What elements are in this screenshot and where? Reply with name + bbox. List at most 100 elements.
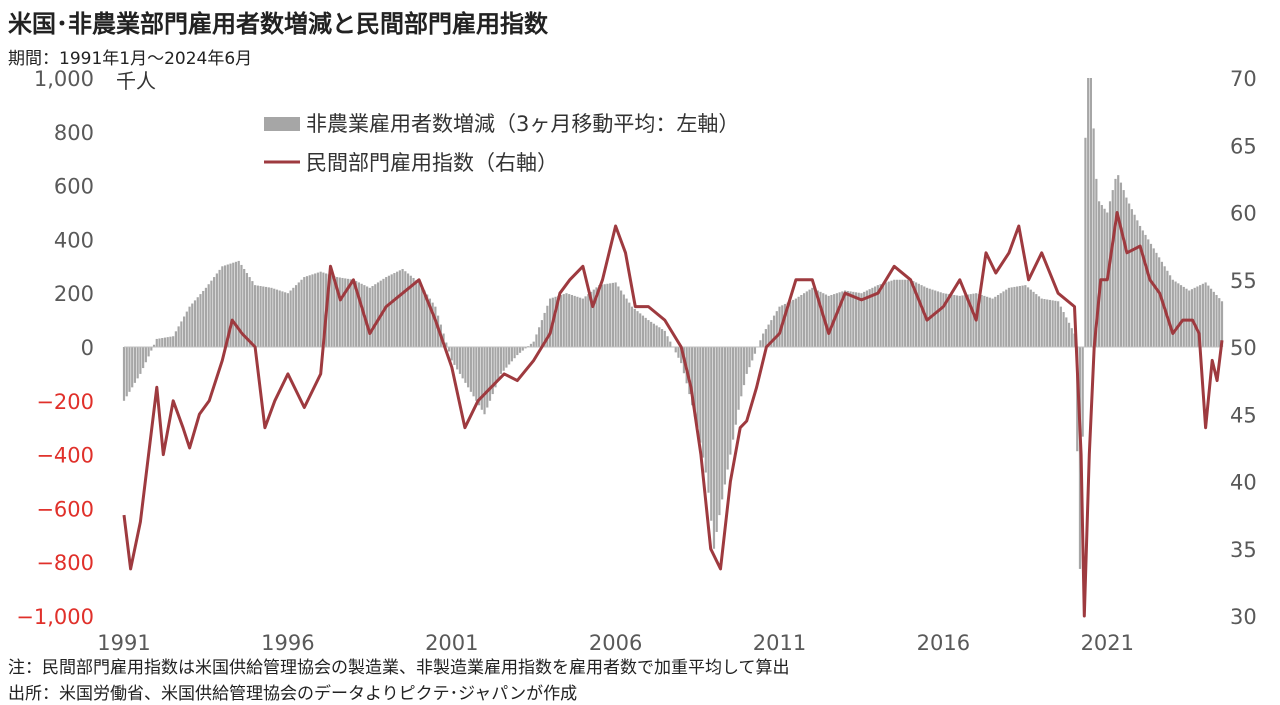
bar bbox=[901, 279, 904, 347]
bar bbox=[1018, 286, 1021, 347]
bar bbox=[906, 279, 909, 347]
bar bbox=[794, 298, 798, 347]
bar bbox=[912, 281, 915, 347]
bar bbox=[387, 275, 391, 347]
bar bbox=[346, 278, 350, 347]
bar bbox=[502, 347, 505, 371]
bar bbox=[947, 294, 950, 347]
bar bbox=[813, 289, 817, 347]
bar bbox=[1207, 285, 1210, 347]
bar bbox=[1136, 220, 1139, 347]
bar bbox=[904, 279, 907, 347]
bar bbox=[955, 295, 959, 347]
bar bbox=[1190, 289, 1194, 347]
bar bbox=[934, 290, 937, 347]
bar bbox=[726, 347, 729, 470]
bar bbox=[409, 275, 412, 347]
bar bbox=[565, 293, 568, 347]
bar bbox=[945, 293, 948, 347]
right-tick-label: 55 bbox=[1230, 269, 1257, 293]
bar bbox=[259, 286, 262, 347]
bar bbox=[819, 291, 822, 347]
bar bbox=[546, 305, 549, 347]
bar bbox=[663, 330, 666, 347]
bar bbox=[191, 303, 194, 347]
bar bbox=[1138, 225, 1142, 347]
bar bbox=[221, 266, 224, 347]
left-tick-label: 800 bbox=[54, 121, 94, 145]
bar bbox=[133, 347, 137, 383]
bar bbox=[223, 265, 227, 347]
bar bbox=[996, 294, 1000, 347]
legend-bar-swatch bbox=[264, 117, 300, 131]
bar bbox=[972, 293, 975, 347]
left-tick-label: −600 bbox=[36, 497, 94, 521]
bar bbox=[456, 347, 459, 370]
bar bbox=[357, 282, 360, 347]
bar bbox=[838, 292, 841, 347]
bar bbox=[1070, 328, 1073, 347]
bar bbox=[1021, 285, 1024, 347]
bar bbox=[1182, 286, 1185, 347]
bar bbox=[562, 294, 565, 347]
bar bbox=[857, 292, 860, 347]
bar bbox=[1043, 299, 1046, 347]
bar bbox=[1185, 288, 1188, 347]
left-axis-ticks: 1,000 800 600 400 200 0 −200 −400 −600 −800 −1,000 bbox=[16, 67, 94, 629]
bar bbox=[1215, 294, 1218, 347]
bar bbox=[477, 347, 481, 406]
bar bbox=[767, 324, 770, 347]
bar bbox=[431, 302, 434, 347]
bar bbox=[390, 274, 393, 347]
bar bbox=[426, 294, 429, 347]
bar bbox=[734, 347, 737, 425]
bar bbox=[319, 271, 322, 347]
left-tick-label: −200 bbox=[36, 390, 94, 414]
bar bbox=[587, 294, 590, 347]
left-tick-label: −800 bbox=[36, 551, 94, 575]
right-tick-label: 30 bbox=[1230, 605, 1257, 629]
bar bbox=[641, 315, 645, 347]
bar bbox=[863, 291, 866, 347]
bar bbox=[893, 279, 896, 347]
bar bbox=[693, 347, 696, 417]
bar bbox=[300, 279, 303, 347]
bar bbox=[762, 333, 765, 347]
bar bbox=[1081, 347, 1084, 437]
bar bbox=[800, 294, 803, 347]
bar bbox=[999, 293, 1002, 347]
bar bbox=[355, 281, 358, 347]
bar bbox=[917, 283, 920, 347]
bar bbox=[311, 274, 314, 347]
bar bbox=[415, 280, 418, 347]
bar bbox=[890, 280, 893, 347]
bar bbox=[573, 295, 576, 347]
bar bbox=[816, 290, 819, 347]
bar bbox=[718, 347, 721, 516]
bar bbox=[193, 300, 197, 347]
right-tick-label: 65 bbox=[1230, 134, 1257, 158]
bar bbox=[333, 276, 336, 347]
bar bbox=[136, 347, 139, 379]
bar bbox=[1029, 289, 1032, 347]
bar bbox=[1212, 291, 1215, 347]
bar bbox=[579, 297, 582, 347]
bar bbox=[338, 277, 341, 347]
right-tick-label: 50 bbox=[1230, 336, 1257, 360]
bar bbox=[778, 306, 781, 347]
bar bbox=[939, 292, 942, 347]
bar bbox=[262, 286, 265, 347]
bar bbox=[535, 334, 538, 347]
bar bbox=[174, 331, 177, 347]
bar bbox=[581, 298, 584, 347]
bar bbox=[1084, 137, 1087, 347]
bar bbox=[600, 284, 604, 347]
bar bbox=[986, 296, 989, 347]
bar bbox=[376, 282, 380, 347]
bar bbox=[1144, 234, 1147, 347]
left-tick-label: −1,000 bbox=[16, 605, 94, 629]
bar bbox=[284, 292, 287, 347]
bar bbox=[966, 294, 970, 347]
bar bbox=[322, 272, 325, 347]
bar bbox=[783, 303, 787, 347]
